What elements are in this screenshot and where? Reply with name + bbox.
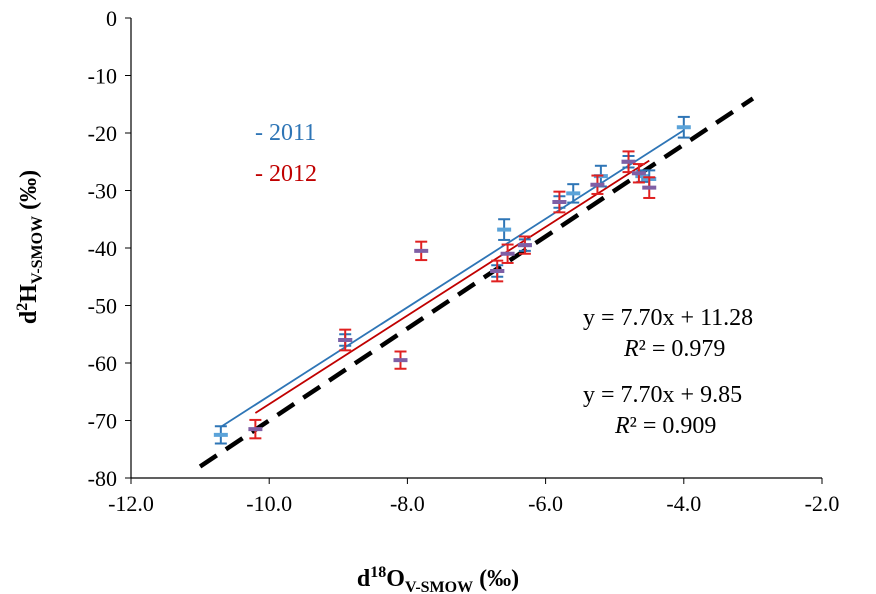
x-tick-label: -12.0 (108, 491, 154, 516)
data-point-series-2 (590, 174, 605, 195)
reference-line (198, 96, 755, 469)
data-point-series-2 (248, 418, 263, 440)
data-point-series-2 (393, 350, 408, 370)
r-squared-symbol: R (614, 413, 630, 439)
y-tick-label: -80 (88, 466, 117, 491)
fit-line-series-1 (220, 129, 685, 428)
r-squared-2011: R² = 0.979 (623, 336, 725, 362)
data-point-series-1 (497, 218, 512, 241)
x-tick-label: -8.0 (390, 491, 425, 516)
fit-line-series-2 (254, 159, 650, 414)
x-tick-label: -6.0 (528, 491, 563, 516)
y-tick-label: -70 (88, 409, 117, 434)
data-point-series-2 (631, 163, 646, 184)
legend-entry-2012: - 2012 (255, 161, 317, 187)
y-tick-label: -40 (88, 236, 117, 261)
y-tick-label: -20 (88, 121, 117, 146)
data-point-series-2 (642, 176, 657, 199)
annotations: y = 7.70x + 11.28 R² = 0.979 y = 7.70x +… (583, 305, 753, 439)
legend: - 2011 - 2012 (255, 120, 317, 187)
y-tick-label: -60 (88, 351, 117, 376)
x-tick-label: -4.0 (666, 491, 701, 516)
data-point-series-2 (338, 328, 353, 352)
legend-entry-2011: - 2011 (255, 120, 316, 146)
x-axis-title: d18OV-SMOW (‰) (357, 564, 519, 594)
x-tick-label: -10.0 (246, 491, 292, 516)
y-tick-label: -10 (88, 64, 117, 89)
r-squared-2012: R² = 0.909 (614, 413, 716, 439)
fit-lines (220, 129, 685, 428)
fit-equation-2012: y = 7.70x + 9.85 (583, 382, 742, 408)
data-points (213, 115, 691, 445)
data-point-series-2 (552, 190, 567, 214)
r-squared-value: ² = 0.979 (639, 336, 726, 362)
x-tick-label: -2.0 (805, 491, 840, 516)
fit-equation-2011: y = 7.70x + 11.28 (583, 305, 753, 331)
data-point-series-2 (414, 240, 429, 262)
y-tick-label: -30 (88, 179, 117, 204)
data-point-series-1 (213, 425, 228, 445)
r-squared-symbol: R (623, 336, 639, 362)
y-axis-title: d2HV-SMOW (‰) (14, 170, 46, 324)
data-point-series-1 (566, 183, 581, 204)
y-tick-label: -50 (88, 294, 117, 319)
data-point-series-2 (517, 235, 532, 255)
r-squared-value: ² = 0.909 (630, 413, 717, 439)
data-point-series-2 (490, 259, 505, 283)
reference-line-group (198, 96, 755, 469)
data-point-series-2 (500, 243, 515, 264)
axes: 0 -10 -20 -30 -40 -50 -60 -70 -80-12.0 -10.0 -8.0 -… (88, 6, 840, 516)
y-tick-label: 0 (106, 6, 117, 31)
data-point-series-1 (676, 115, 691, 139)
